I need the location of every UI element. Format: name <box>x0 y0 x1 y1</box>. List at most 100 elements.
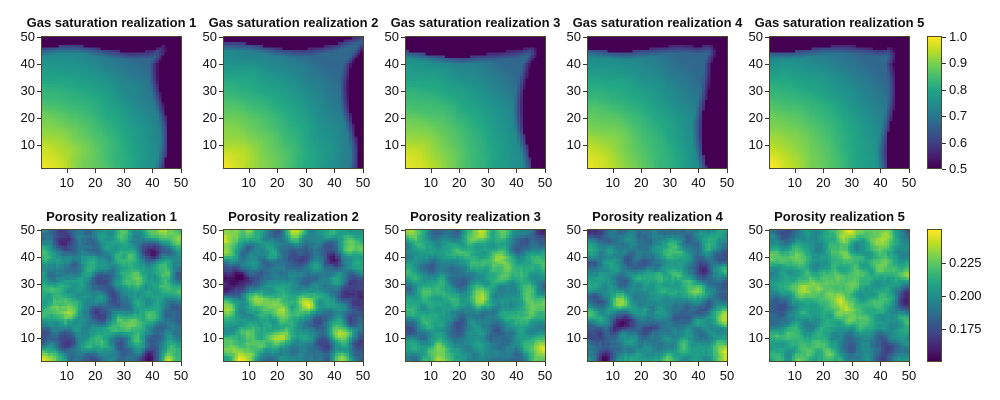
x-tick-label: 20 <box>634 175 649 190</box>
x-tick-mark <box>727 169 728 173</box>
porosity-heatmap <box>41 229 182 362</box>
heatmap-cells <box>42 37 181 168</box>
heatmap-cells <box>588 230 727 361</box>
colorbar-tick-mark <box>942 37 946 38</box>
y-tick-label: 40 <box>748 55 763 71</box>
colorbar-tick-label: 0.175 <box>949 321 982 336</box>
y-tick-mark <box>219 337 223 339</box>
x-tick-mark <box>669 362 671 366</box>
x-tick-mark <box>851 362 853 366</box>
x-tick-mark <box>823 169 825 173</box>
x-tick-mark <box>851 169 853 173</box>
y-tick-label: 10 <box>566 136 581 152</box>
y-tick-mark <box>765 90 769 92</box>
y-tick-mark <box>583 283 587 285</box>
x-tick-mark <box>95 169 97 173</box>
colorbar-tick-label: 0.7 <box>949 108 968 124</box>
y-tick-label: 40 <box>202 248 217 264</box>
porosity-heatmap <box>405 229 546 362</box>
y-tick-label: 10 <box>202 329 217 345</box>
y-tick-label: 10 <box>384 136 399 152</box>
x-tick-mark <box>516 362 518 366</box>
y-tick-mark <box>219 37 223 38</box>
x-tick-label: 40 <box>509 368 524 383</box>
y-tick-mark <box>401 37 405 38</box>
x-tick-label: 40 <box>691 368 706 383</box>
x-tick-mark <box>698 362 700 366</box>
x-tick-label: 50 <box>719 175 735 190</box>
x-tick-mark <box>545 362 546 366</box>
x-tick-mark <box>794 362 796 366</box>
y-tick-mark <box>765 144 769 146</box>
y-tick-mark <box>219 144 223 146</box>
colorbar-tick-label: 0.200 <box>949 288 982 303</box>
y-tick-mark <box>583 310 587 312</box>
y-tick-label: 10 <box>748 136 763 152</box>
y-tick-mark <box>37 37 41 38</box>
x-tick-label: 40 <box>327 368 342 383</box>
y-tick-mark <box>765 63 769 65</box>
y-tick-mark <box>401 90 405 92</box>
y-tick-mark <box>401 230 405 231</box>
x-tick-label: 20 <box>452 175 467 190</box>
x-tick-label: 10 <box>787 175 802 190</box>
porosity-heatmap <box>769 229 910 362</box>
y-tick-mark <box>37 63 41 65</box>
x-tick-mark <box>612 169 614 173</box>
y-tick-mark <box>583 144 587 146</box>
y-tick-mark <box>583 63 587 65</box>
y-tick-label: 10 <box>384 329 399 345</box>
x-tick-mark <box>612 362 614 366</box>
x-tick-label: 10 <box>241 175 256 190</box>
x-tick-label: 30 <box>298 368 314 383</box>
y-tick-label: 10 <box>566 329 581 345</box>
y-tick-label: 40 <box>566 248 581 264</box>
y-tick-label: 50 <box>20 222 35 237</box>
y-tick-label: 50 <box>748 29 763 44</box>
x-tick-mark <box>823 362 825 366</box>
y-tick-mark <box>583 230 587 231</box>
colorbar-gradient <box>928 230 941 361</box>
y-tick-mark <box>765 337 769 339</box>
colorbar-tick-label: 0.6 <box>949 134 968 150</box>
panel-title: Gas saturation realization 1 <box>26 15 197 30</box>
colorbar-tick-label: 0.5 <box>949 161 968 176</box>
y-tick-label: 20 <box>748 109 763 125</box>
x-tick-mark <box>909 169 910 173</box>
gas-saturation-heatmap <box>223 36 364 169</box>
colorbar-tick-label: 0.225 <box>949 255 982 270</box>
x-tick-label: 10 <box>423 368 438 383</box>
colorbar-tick-mark <box>942 169 946 170</box>
x-tick-mark <box>305 362 307 366</box>
y-tick-mark <box>583 37 587 38</box>
y-tick-mark <box>765 256 769 258</box>
x-tick-label: 50 <box>173 175 189 190</box>
y-tick-mark <box>219 230 223 231</box>
y-tick-label: 10 <box>202 136 217 152</box>
y-tick-mark <box>401 256 405 258</box>
y-tick-label: 50 <box>20 29 35 44</box>
y-tick-label: 20 <box>20 109 35 125</box>
y-tick-mark <box>219 256 223 258</box>
x-tick-label: 30 <box>844 175 860 190</box>
x-tick-label: 40 <box>509 175 524 190</box>
y-tick-label: 40 <box>384 55 399 71</box>
x-tick-label: 30 <box>480 368 496 383</box>
y-tick-mark <box>401 144 405 146</box>
colorbar-tick-label: 0.9 <box>949 55 968 71</box>
colorbar-tick-mark <box>942 329 946 330</box>
x-tick-label: 10 <box>787 368 802 383</box>
x-tick-mark <box>516 169 518 173</box>
y-tick-mark <box>37 230 41 231</box>
y-tick-mark <box>37 256 41 258</box>
y-tick-label: 10 <box>20 136 35 152</box>
gas-saturation-heatmap <box>405 36 546 169</box>
x-tick-label: 20 <box>634 368 649 383</box>
x-tick-mark <box>487 362 489 366</box>
y-tick-mark <box>401 283 405 285</box>
y-tick-label: 20 <box>20 302 35 318</box>
y-tick-label: 20 <box>384 302 399 318</box>
x-tick-label: 20 <box>270 368 285 383</box>
y-tick-label: 10 <box>20 329 35 345</box>
x-tick-mark <box>459 362 461 366</box>
